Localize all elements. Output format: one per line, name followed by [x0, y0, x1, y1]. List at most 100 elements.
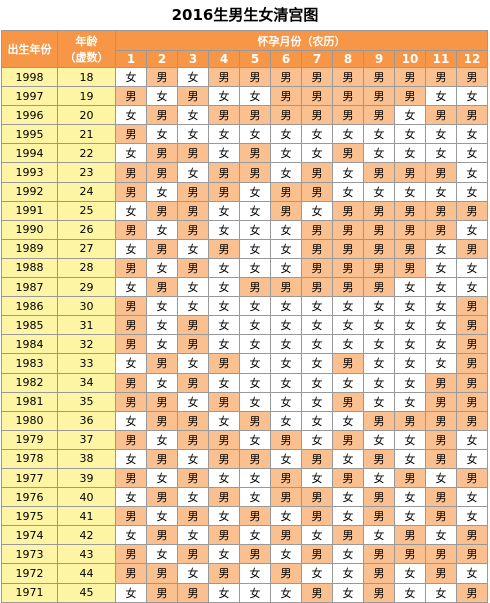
- gender-prediction-table: 出生年份 年龄 （虚数） 怀孕月份（农历） 1 2 3 4 5 6 7 8 9 10 11 12 19…: [1, 30, 488, 603]
- boy-cell: 男: [394, 66, 426, 88]
- age-cell: 31: [57, 315, 116, 336]
- boy-cell: 男: [115, 315, 147, 336]
- girl-cell: 女: [208, 372, 240, 393]
- age-cell: 45: [57, 582, 116, 603]
- girl-cell: 女: [456, 162, 488, 183]
- girl-cell: 女: [363, 315, 395, 336]
- birth-year-cell: 1977: [1, 467, 58, 489]
- girl-cell: 女: [115, 487, 147, 508]
- girl-cell: 女: [301, 200, 333, 221]
- girl-cell: 女: [301, 467, 333, 489]
- girl-cell: 女: [425, 124, 457, 145]
- girl-cell: 女: [425, 181, 457, 202]
- girl-cell: 女: [239, 353, 271, 374]
- age-cell: 39: [57, 467, 116, 489]
- boy-cell: 男: [115, 391, 147, 412]
- girl-cell: 女: [146, 372, 178, 393]
- girl-cell: 女: [239, 391, 271, 412]
- birth-year-cell: 1987: [1, 277, 58, 298]
- table-row: 1980 36 女男男女男女女女男男男男: [1, 410, 488, 431]
- table-row: 1982 34 男女男女女女女女女女男男: [1, 372, 488, 393]
- boy-cell: 男: [115, 124, 147, 145]
- boy-cell: 男: [177, 506, 209, 527]
- girl-cell: 女: [301, 143, 333, 164]
- girl-cell: 女: [239, 525, 271, 546]
- age-cell: 40: [57, 487, 116, 508]
- girl-cell: 女: [332, 544, 364, 565]
- boy-cell: 男: [115, 563, 147, 584]
- boy-cell: 男: [332, 86, 364, 107]
- age-cell: 36: [57, 410, 116, 431]
- girl-cell: 女: [425, 86, 457, 107]
- girl-cell: 女: [239, 429, 271, 450]
- boy-cell: 男: [146, 105, 178, 126]
- boy-cell: 男: [270, 429, 302, 450]
- girl-cell: 女: [239, 238, 271, 259]
- boy-cell: 男: [177, 582, 209, 603]
- boy-cell: 男: [425, 391, 457, 412]
- girl-cell: 女: [332, 448, 364, 469]
- girl-cell: 女: [394, 277, 426, 298]
- girl-cell: 女: [456, 448, 488, 469]
- girl-cell: 女: [146, 219, 178, 240]
- girl-cell: 女: [425, 296, 457, 317]
- age-cell: 34: [57, 372, 116, 393]
- table-row: 1984 32 男女男女女女女女女女女男: [1, 334, 488, 355]
- table-row: 1986 30 男女女女女女女女女女女男: [1, 296, 488, 317]
- girl-cell: 女: [115, 66, 147, 88]
- boy-cell: 男: [270, 66, 302, 88]
- boy-cell: 男: [332, 66, 364, 88]
- age-cell: 33: [57, 353, 116, 374]
- girl-cell: 女: [363, 372, 395, 393]
- boy-cell: 男: [425, 219, 457, 240]
- birth-year-cell: 1996: [1, 105, 58, 126]
- girl-cell: 女: [394, 582, 426, 603]
- boy-cell: 男: [301, 487, 333, 508]
- girl-cell: 女: [208, 544, 240, 565]
- boy-cell: 男: [270, 277, 302, 298]
- girl-cell: 女: [177, 66, 209, 88]
- boy-cell: 男: [456, 353, 488, 374]
- girl-cell: 女: [363, 124, 395, 145]
- girl-cell: 女: [239, 86, 271, 107]
- girl-cell: 女: [239, 124, 271, 145]
- boy-cell: 男: [208, 429, 240, 450]
- birth-year-cell: 1983: [1, 353, 58, 374]
- girl-cell: 女: [270, 448, 302, 469]
- header-month-6: 6: [270, 50, 302, 68]
- girl-cell: 女: [456, 429, 488, 450]
- header-age-line2: （虚数）: [64, 51, 109, 64]
- girl-cell: 女: [301, 296, 333, 317]
- boy-cell: 男: [332, 391, 364, 412]
- table-row: 1976 40 女男女男女男男女男女男女: [1, 487, 488, 508]
- girl-cell: 女: [115, 525, 147, 546]
- girl-cell: 女: [270, 372, 302, 393]
- age-cell: 27: [57, 238, 116, 259]
- header-age-line1: 年龄: [75, 35, 98, 48]
- girl-cell: 女: [115, 238, 147, 259]
- girl-cell: 女: [177, 525, 209, 546]
- boy-cell: 男: [363, 582, 395, 603]
- boy-cell: 男: [270, 563, 302, 584]
- table-row: 1975 41 男女男女男女男女男女男女: [1, 506, 488, 527]
- boy-cell: 男: [425, 66, 457, 88]
- boy-cell: 男: [332, 467, 364, 489]
- girl-cell: 女: [332, 563, 364, 584]
- table-row: 1978 38 女男女男男女男女男女男女: [1, 448, 488, 469]
- birth-year-cell: 1989: [1, 238, 58, 259]
- birth-year-cell: 1972: [1, 563, 58, 584]
- birth-year-cell: 1990: [1, 219, 58, 240]
- girl-cell: 女: [146, 86, 178, 107]
- header-month-12: 12: [456, 50, 488, 68]
- boy-cell: 男: [146, 277, 178, 298]
- table-row: 1995 21 男女女女女女女女女女女女: [1, 124, 488, 145]
- girl-cell: 女: [270, 162, 302, 183]
- girl-cell: 女: [425, 525, 457, 546]
- boy-cell: 男: [177, 200, 209, 221]
- boy-cell: 男: [425, 506, 457, 527]
- girl-cell: 女: [239, 257, 271, 279]
- girl-cell: 女: [394, 429, 426, 450]
- boy-cell: 男: [177, 315, 209, 336]
- boy-cell: 男: [208, 238, 240, 259]
- birth-year-cell: 1995: [1, 124, 58, 145]
